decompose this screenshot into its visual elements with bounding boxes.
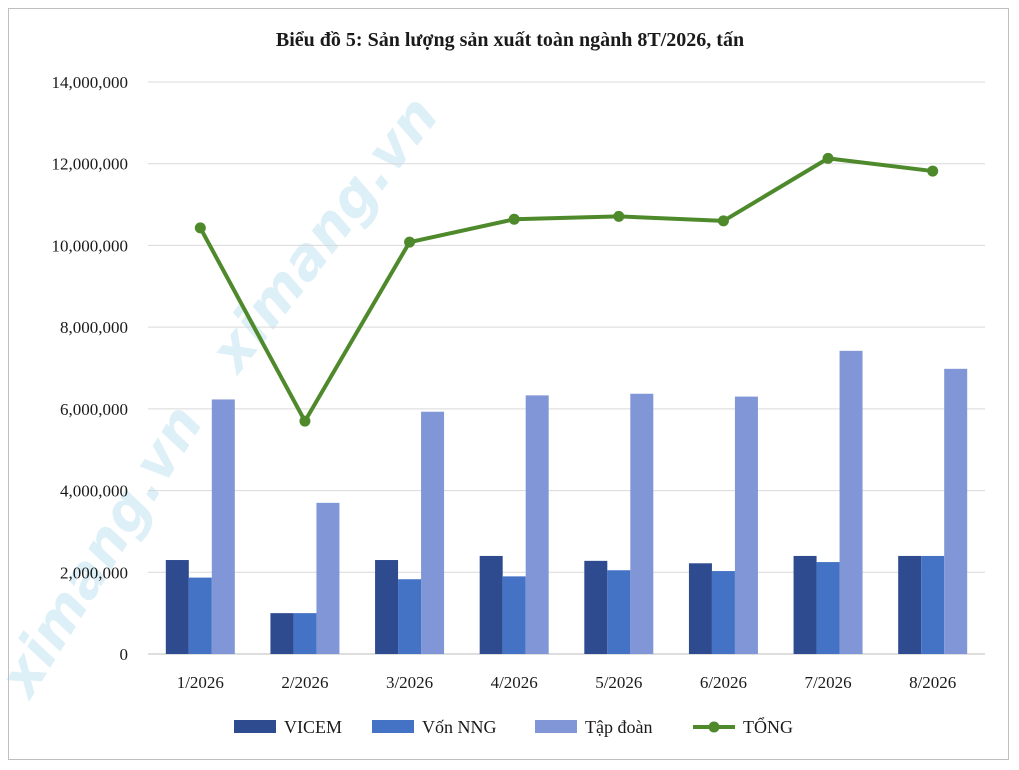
y-tick-label: 6,000,000 xyxy=(60,400,128,419)
line-point xyxy=(613,210,625,222)
bar-vốn-nng xyxy=(293,613,317,654)
x-tick-label: 1/2026 xyxy=(177,673,224,692)
y-tick-label: 4,000,000 xyxy=(60,482,128,501)
bar-tập-đoàn xyxy=(421,411,445,654)
bar-vốn-nng xyxy=(502,576,526,654)
legend-swatch xyxy=(372,720,414,733)
y-tick-label: 14,000,000 xyxy=(52,73,129,92)
x-tick-label: 7/2026 xyxy=(804,673,851,692)
bar-vicem xyxy=(793,555,817,654)
legend-swatch xyxy=(535,720,577,733)
legend: VICEM Vốn NNG Tập đoàn TỔNG xyxy=(234,716,793,737)
x-tick-label: 3/2026 xyxy=(386,673,433,692)
bar-vốn-nng xyxy=(816,562,840,654)
chart-title: Biểu đồ 5: Sản lượng sản xuất toàn ngành… xyxy=(276,29,744,51)
x-tick-label: 4/2026 xyxy=(491,673,538,692)
bar-vốn-nng xyxy=(921,555,945,654)
line-point xyxy=(404,236,416,248)
y-tick-label: 0 xyxy=(120,645,129,664)
line-path xyxy=(198,156,933,424)
bar-vicem xyxy=(584,560,608,654)
y-tick-label: 8,000,000 xyxy=(60,318,128,337)
watermark-2: ximang.vn xyxy=(0,394,216,710)
bar-vốn-nng xyxy=(398,579,422,654)
legend-swatch-marker xyxy=(708,721,720,733)
bar-vốn-nng xyxy=(188,577,212,654)
legend-swatch xyxy=(234,720,276,733)
bar-tập-đoàn xyxy=(944,368,968,654)
line-point xyxy=(299,415,311,427)
legend-label: TỔNG xyxy=(743,716,793,737)
legend-label: Vốn NNG xyxy=(422,717,497,737)
bar-tập-đoàn xyxy=(630,393,654,654)
y-tick-label: 2,000,000 xyxy=(60,563,128,582)
watermark-1: ximang.vn xyxy=(196,84,452,386)
line-point xyxy=(194,222,206,234)
x-axis: 1/2026 2/2026 3/2026 4/2026 5/2026 6/2026 7/20… xyxy=(177,673,957,692)
bar-vicem xyxy=(375,560,399,654)
total-line xyxy=(194,152,939,427)
bar-vicem xyxy=(688,563,712,654)
line-point xyxy=(927,165,939,177)
bar-vicem xyxy=(270,613,294,654)
line-point xyxy=(717,215,729,227)
bar-tập-đoàn xyxy=(839,350,863,654)
x-tick-label: 2/2026 xyxy=(281,673,328,692)
y-tick-label: 10,000,000 xyxy=(52,236,129,255)
x-tick-label: 8/2026 xyxy=(909,673,956,692)
bar-tập-đoàn xyxy=(316,502,340,654)
bar-vốn-nng xyxy=(607,570,631,654)
bar-vicem xyxy=(898,555,922,654)
legend-label: VICEM xyxy=(284,717,342,737)
x-tick-label: 5/2026 xyxy=(595,673,642,692)
line-point xyxy=(822,152,834,164)
legend-label: Tập đoàn xyxy=(585,717,652,737)
bar-tập-đoàn xyxy=(211,399,235,654)
x-tick-label: 6/2026 xyxy=(700,673,747,692)
bar-tập-đoàn xyxy=(734,396,758,654)
bars xyxy=(165,350,968,654)
bar-vicem xyxy=(165,560,189,654)
bar-vicem xyxy=(479,555,503,654)
y-axis: 0 2,000,000 4,000,000 6,000,000 8,000,000 10,… xyxy=(52,73,129,664)
y-tick-label: 12,000,000 xyxy=(52,155,129,174)
line-point xyxy=(508,213,520,225)
bar-vốn-nng xyxy=(711,571,735,654)
bar-tập-đoàn xyxy=(525,395,549,654)
